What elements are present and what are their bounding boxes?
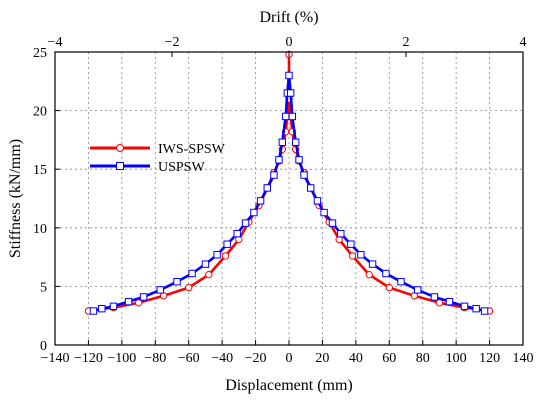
legend-label-uspsw: USPSW xyxy=(158,160,205,175)
data-point-uspsw xyxy=(414,286,422,294)
data-point-iws-spsw xyxy=(348,252,357,260)
data-point-uspsw xyxy=(313,197,322,205)
data-point-uspsw xyxy=(98,304,106,313)
x2-tick-label: 2 xyxy=(403,35,410,50)
ticks: −140 −120 −100 −80 −60 −40 −20 0 20 40 60 80 100 120 1… xyxy=(33,35,534,366)
y-tick-label: 25 xyxy=(33,46,47,61)
data-point-uspsw xyxy=(250,208,258,217)
x-tick-label: 140 xyxy=(513,351,534,366)
x-tick-label: −20 xyxy=(245,351,267,366)
top-axis-title: Drift (%) xyxy=(259,9,318,26)
data-point-uspsw xyxy=(281,112,290,121)
data-point-uspsw xyxy=(188,269,196,278)
data-point-uspsw xyxy=(275,156,283,164)
x-tick-label: −60 xyxy=(178,351,200,366)
legend-label-iws-spsw: IWS-SPSW xyxy=(158,142,226,157)
x-tick-label: 120 xyxy=(479,351,500,366)
data-point-uspsw xyxy=(337,229,345,238)
y-tick-label: 5 xyxy=(40,280,47,295)
y-tick-label: 15 xyxy=(33,163,47,178)
data-point-uspsw xyxy=(300,171,308,179)
data-point-iws-spsw xyxy=(385,283,393,292)
x2-tick-label: −2 xyxy=(165,35,180,50)
data-point-uspsw xyxy=(295,156,303,164)
y-tick-label: 20 xyxy=(33,105,47,120)
data-point-iws-spsw xyxy=(365,270,373,279)
data-point-uspsw xyxy=(288,112,297,121)
data-point-uspsw xyxy=(124,297,133,306)
data-point-uspsw xyxy=(320,208,328,217)
x2-tick-label: −4 xyxy=(48,35,63,50)
x-tick-label: −120 xyxy=(74,351,103,366)
data-point-uspsw xyxy=(472,304,480,313)
data-point-uspsw xyxy=(256,197,265,205)
grid xyxy=(55,52,523,345)
data-point-uspsw xyxy=(241,219,250,227)
x-tick-label: 0 xyxy=(286,351,293,366)
data-point-uspsw xyxy=(263,184,271,192)
data-point-iws-spsw xyxy=(205,270,213,279)
legend-marker-uspsw xyxy=(116,162,124,170)
data-point-uspsw xyxy=(270,171,278,179)
data-point-uspsw xyxy=(156,286,165,294)
data-point-uspsw xyxy=(285,71,293,80)
data-point-uspsw xyxy=(368,260,377,268)
data-point-uspsw xyxy=(173,278,181,286)
data-point-iws-spsw xyxy=(185,283,193,292)
x-tick-label: 20 xyxy=(315,351,329,366)
data-point-uspsw xyxy=(357,251,365,259)
x-tick-label: −40 xyxy=(211,351,233,366)
x-axis-title: Displacement (mm) xyxy=(225,377,353,394)
data-point-uspsw xyxy=(291,138,300,146)
data-point-uspsw xyxy=(286,89,295,97)
data-point-uspsw xyxy=(233,229,241,238)
data-point-uspsw xyxy=(460,302,469,311)
data-point-uspsw xyxy=(347,240,355,248)
x-tick-label: −80 xyxy=(144,351,166,366)
legend: IWS-SPSW USPSW xyxy=(90,142,226,175)
x2-tick-label: 0 xyxy=(286,35,293,50)
data-point-uspsw xyxy=(328,219,337,227)
data-point-uspsw xyxy=(213,251,221,259)
y-axis-title: Stiffness (kN/mm) xyxy=(7,139,24,258)
data-point-uspsw xyxy=(397,278,405,286)
data-point-uspsw xyxy=(109,302,118,311)
x-tick-label: −100 xyxy=(107,351,136,366)
x-tick-label: −140 xyxy=(41,351,70,366)
legend-marker-iws-spsw xyxy=(116,144,124,152)
x-tick-label: 60 xyxy=(382,351,396,366)
x-tick-label: 40 xyxy=(349,351,363,366)
data-point-uspsw xyxy=(480,307,489,315)
x-tick-label: 100 xyxy=(446,351,467,366)
data-point-uspsw xyxy=(430,293,439,301)
data-point-uspsw xyxy=(139,293,148,301)
series-uspsw xyxy=(89,71,489,315)
x2-tick-label: 4 xyxy=(520,35,527,50)
data-point-uspsw xyxy=(201,260,210,268)
x-tick-label: 80 xyxy=(416,351,430,366)
y-tick-label: 0 xyxy=(40,339,47,354)
data-point-uspsw xyxy=(382,269,390,278)
data-point-uspsw xyxy=(223,240,231,248)
data-point-uspsw xyxy=(278,138,287,146)
data-point-iws-spsw xyxy=(221,252,230,260)
data-point-uspsw xyxy=(307,184,315,192)
data-point-uspsw xyxy=(89,307,98,315)
data-point-uspsw xyxy=(445,297,454,306)
y-tick-label: 10 xyxy=(33,222,47,237)
